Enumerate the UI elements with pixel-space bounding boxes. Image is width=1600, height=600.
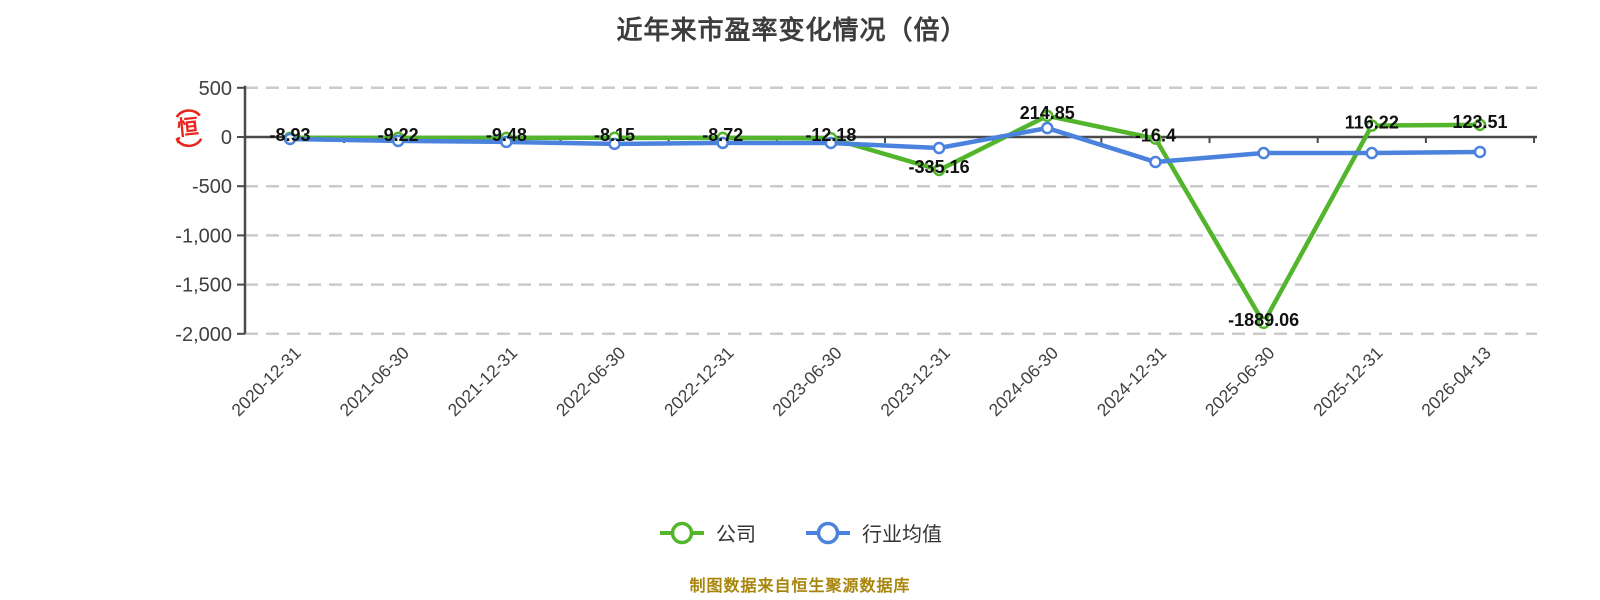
x-axis-label: 2022-06-30 [552, 343, 630, 421]
industry-data-point[interactable] [500, 135, 513, 149]
data-provider-stamp-icon: 恒 [175, 109, 203, 148]
industry-data-point[interactable] [608, 137, 621, 151]
legend-label: 公司 [716, 524, 756, 546]
data-point-label: -335.16 [909, 157, 970, 177]
x-axis-label: 2024-12-31 [1093, 343, 1170, 420]
data-point-label: -8.15 [594, 125, 635, 145]
company-data-point[interactable] [1365, 119, 1379, 132]
y-axis-label: 500 [199, 78, 232, 100]
data-point-label: 116.22 [1345, 113, 1399, 133]
x-axis-label: 2026-04-13 [1417, 343, 1494, 420]
source-note: 制图数据来自恒生聚源数据库 [689, 578, 911, 595]
industry-data-point[interactable] [1149, 155, 1162, 169]
company-data-point[interactable] [1473, 118, 1487, 132]
industry-data-point[interactable] [391, 134, 405, 148]
y-axis-label: -1,500 [175, 275, 232, 297]
industry-data-point[interactable] [716, 136, 729, 150]
legend-label: 行业均值 [862, 524, 942, 546]
x-axis-label: 2020-12-31 [227, 343, 304, 420]
company-legend-marker-icon [660, 521, 704, 544]
legend-item-industry[interactable]: 行业均值 [804, 518, 942, 547]
chart-title: 近年来市盈率变化情况（倍） [616, 15, 968, 45]
industry-data-point[interactable] [1473, 145, 1487, 159]
x-axis-label: 2025-12-31 [1309, 343, 1386, 420]
data-point-label: -8.72 [702, 125, 743, 145]
industry-series-line [287, 125, 1483, 165]
x-axis-label: 2025-06-30 [1201, 343, 1279, 421]
industry-data-point[interactable] [283, 132, 297, 146]
data-point-label: 123.51 [1452, 112, 1507, 132]
company-data-point[interactable] [1149, 132, 1162, 145]
data-point-label: -1889.06 [1228, 310, 1299, 330]
x-axis-label: 2023-12-31 [876, 343, 953, 420]
company-data-point[interactable] [1041, 109, 1054, 123]
stamp-character: 恒 [176, 114, 199, 140]
x-axis-label: 2024-06-30 [985, 343, 1063, 421]
industry-data-point[interactable] [824, 136, 838, 150]
x-axis-label: 2021-06-30 [336, 343, 414, 421]
y-axis-label: -500 [192, 176, 232, 198]
industry-data-point[interactable] [932, 141, 946, 155]
company-data-point[interactable] [1257, 316, 1270, 330]
company-series-line [287, 113, 1483, 326]
data-point-label: -9.22 [378, 125, 419, 145]
x-axis-label: 2022-12-31 [660, 343, 737, 420]
industry-data-point[interactable] [1365, 146, 1379, 160]
data-point-label: -9.48 [486, 125, 527, 145]
x-axis-label: 2023-06-30 [768, 343, 846, 421]
data-point-label: -8.93 [269, 125, 310, 145]
company-data-point[interactable] [932, 163, 946, 177]
industry-legend-marker-icon [806, 521, 850, 544]
data-point-label: -12.18 [805, 125, 856, 145]
y-axis-label: 0 [221, 127, 232, 149]
chart-legend: 公司 行业均值 [0, 518, 1600, 547]
legend-item-company[interactable]: 公司 [658, 518, 756, 547]
y-axis-label: -2,000 [175, 324, 232, 346]
x-axis-label: 2021-12-31 [444, 343, 521, 420]
y-axis-label: -1,000 [175, 225, 232, 247]
data-point-label: -16.4 [1135, 126, 1176, 146]
stamp-arc-top [175, 109, 201, 118]
stamp-arc-bottom [175, 136, 203, 148]
industry-data-point[interactable] [1257, 146, 1270, 160]
industry-data-point[interactable] [1041, 121, 1054, 135]
data-point-label: 214.85 [1020, 103, 1075, 123]
